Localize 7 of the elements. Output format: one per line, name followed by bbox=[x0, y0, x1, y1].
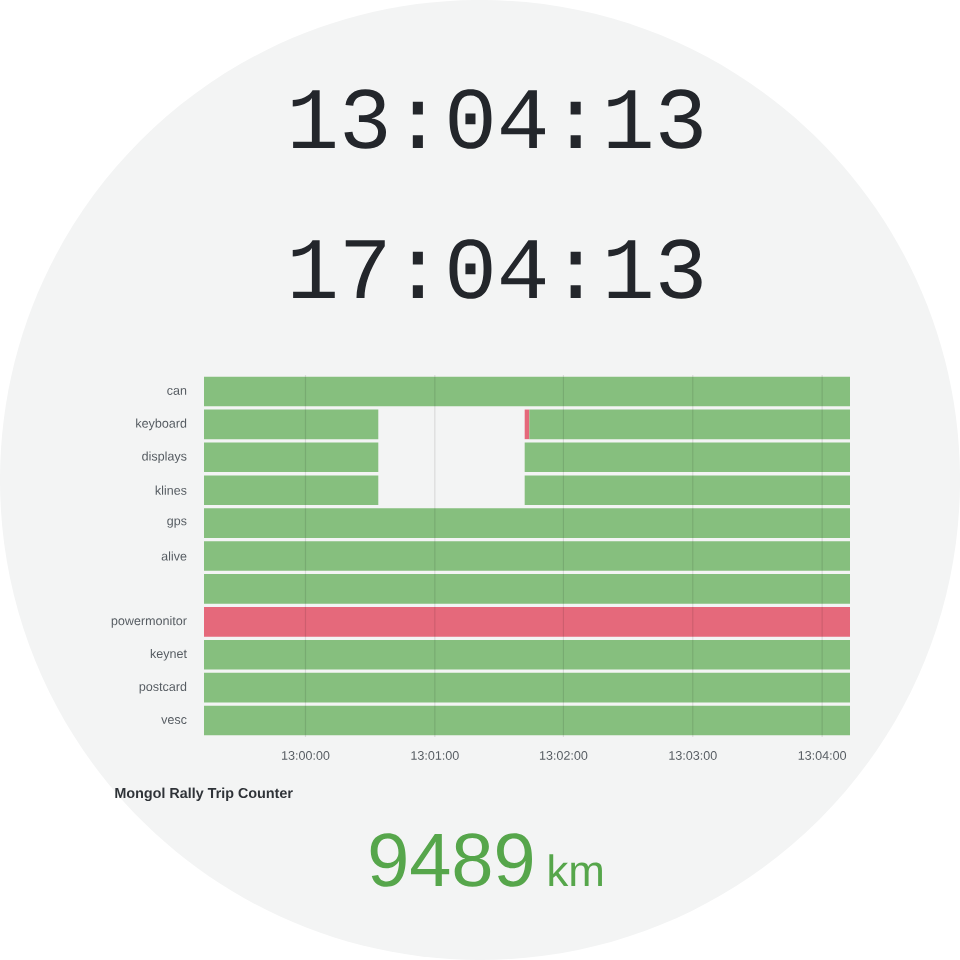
text: 17:04:13 bbox=[292, 239, 702, 299]
bar bbox=[204, 376, 851, 407]
text: km bbox=[549, 854, 602, 886]
bar bbox=[204, 705, 851, 736]
bar bbox=[204, 607, 851, 637]
text: 9489 bbox=[370, 833, 532, 887]
text: 13:04:13 bbox=[292, 89, 702, 149]
